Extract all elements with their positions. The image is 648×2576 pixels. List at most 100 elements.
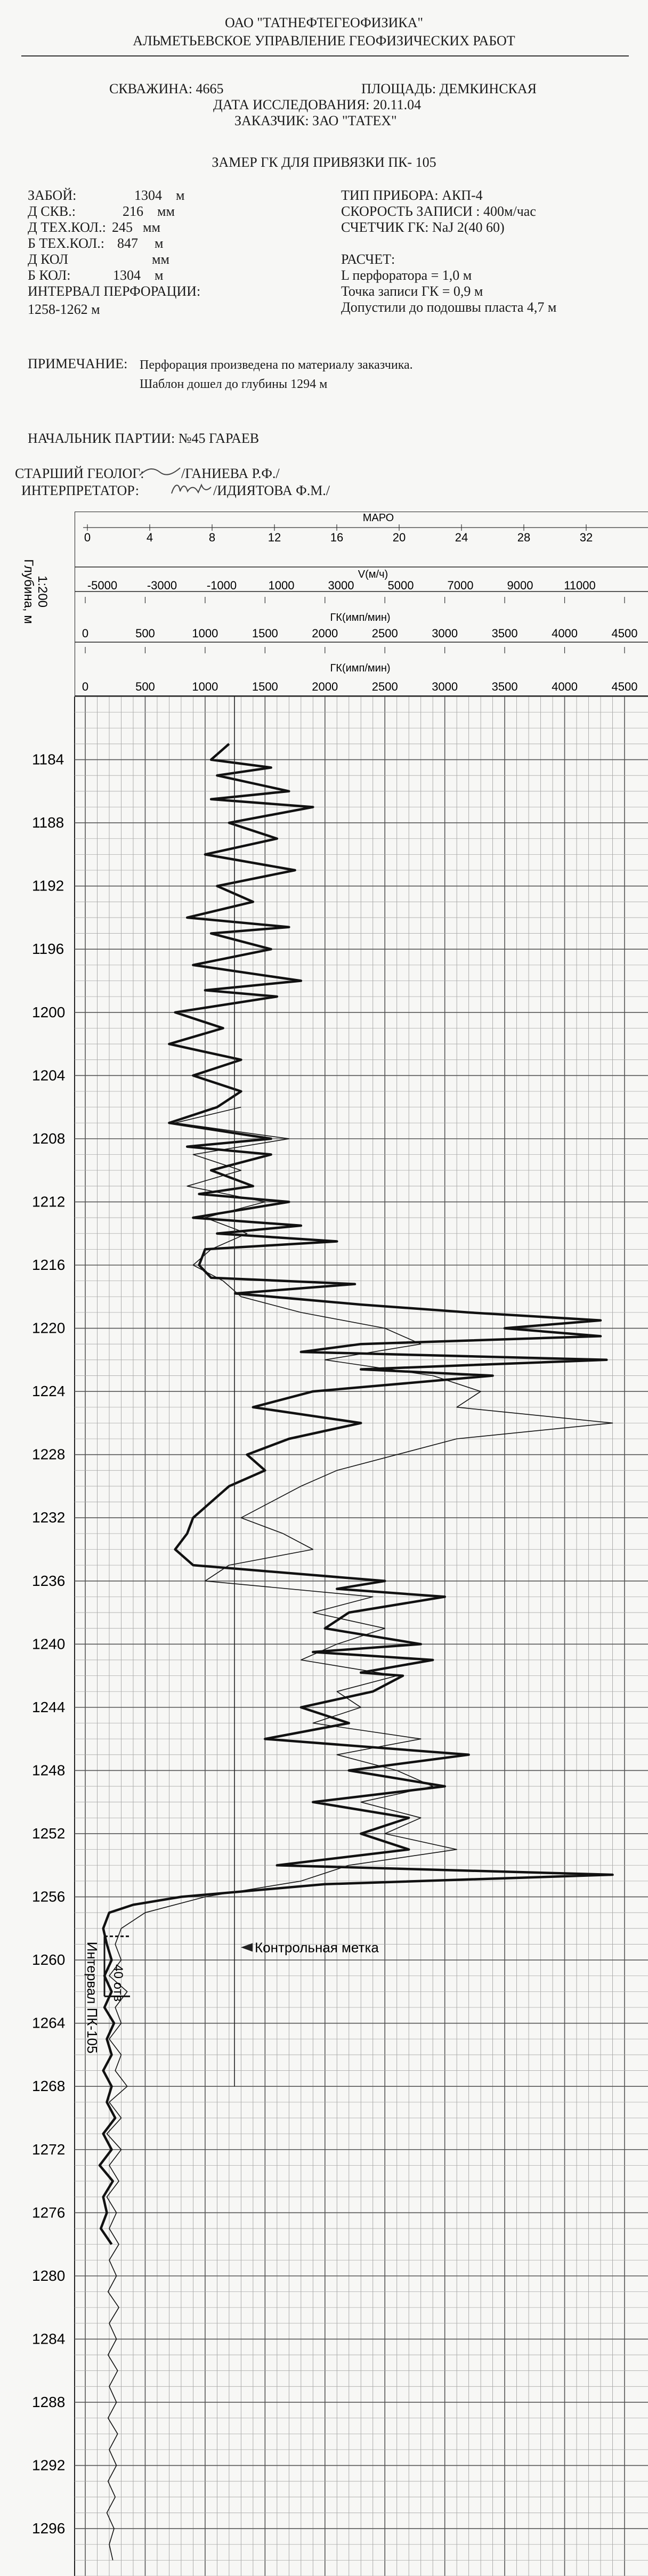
speed-tick: 1000 [269,579,295,592]
speed-tick: 7000 [448,579,474,592]
depth-tick-label: 1292 [32,2457,65,2474]
depth-tick-label: 1264 [32,2015,65,2031]
depth-tick-label: 1280 [32,2267,65,2284]
param-unit: мм [157,204,175,219]
param-value: 1304 [134,188,162,203]
depth-tick-label: 1196 [32,941,64,957]
depth-tick-label: 1212 [32,1193,65,1210]
depth-tick-label: 1252 [32,1825,65,1842]
param-label: ЗАБОЙ: [28,188,77,203]
depth-tick-label: 1188 [32,814,64,831]
depth-tick-label: 1268 [32,2078,65,2094]
maro-tick: 0 [84,531,91,544]
gk2-tick: 1000 [192,680,218,693]
param-label: Б ТЕХ.КОЛ.: [28,236,105,251]
depth-tick-label: 1216 [32,1257,65,1273]
geologist-label: СТАРШИЙ ГЕОЛОГ: [15,466,144,481]
depth-tick-label: 1244 [32,1699,65,1715]
param-label: Д КОЛ [28,252,69,267]
param-value: 847 [117,236,138,251]
log-header: ОАО "ТАТНЕФТЕГЕОФИЗИКА" АЛЬМЕТЬЕВСКОЕ УП… [0,0,648,512]
depth-tick-label: 1288 [32,2394,65,2410]
interpreter-signature [169,480,212,498]
department-name: АЛЬМЕТЬЕВСКОЕ УПРАВЛЕНИЕ ГЕОФИЗИЧЕСКИХ Р… [133,33,515,48]
well-number: СКВАЖИНА: 4665 [109,81,224,96]
gk2-label: ГК(имп/мин) [330,662,390,674]
gk-tick: 0 [82,627,88,640]
speed-tick: -5000 [87,579,117,592]
gk2-tick: 1500 [252,680,278,693]
speed-tick: -3000 [147,579,177,592]
gk-counter: СЧЕТЧИК ГК: NaJ 2(40 60) [341,220,505,235]
depth-scale: 1:200 [35,576,50,607]
gk2-tick: 0 [82,680,88,693]
interpreter-name: /ИДИЯТОВА Ф.М./ [213,483,330,498]
param-value: 1304 [113,268,141,283]
depth-tick-label: 1284 [32,2330,65,2347]
gk-tick: 1500 [252,627,278,640]
scale-headers: 0 4 8 12 16 20 24 28 32 -5000 -3000 -1000 1000 3000 50… [75,512,648,696]
maro-tick: 16 [330,531,343,544]
depth-tick-label: 1232 [32,1509,65,1526]
depth-tick-label: 1208 [32,1130,65,1147]
gk-tick: 1000 [192,627,218,640]
maro-tick: 20 [393,531,406,544]
speed-tick: -1000 [207,579,237,592]
gk-tick: 2000 [312,627,338,640]
param-label: Д ТЕХ.КОЛ.: [28,220,106,235]
speed-tick: 9000 [507,579,533,592]
maro-tick: 8 [209,531,215,544]
depth-tick-label: 1256 [32,1889,65,1905]
gk2-tick: 2000 [312,680,338,693]
param-label: Б КОЛ: [28,268,71,283]
note-label: ПРИМЕЧАНИЕ: [28,356,128,371]
tool-type: ТИП ПРИБОРА: АКП-4 [341,188,483,203]
depth-tick-label: 1200 [32,1004,65,1020]
gk-curve-main [98,743,614,2245]
log-title: ЗАМЕР ГК ДЛЯ ПРИВЯЗКИ ПК- 105 [212,155,436,170]
gk2-tick: 4000 [552,680,578,693]
depth-tick-label: 1220 [32,1320,65,1336]
gk-tick: 4500 [612,627,638,640]
gk2-tick: 2500 [372,680,398,693]
param-value: 245 [112,220,133,235]
depth-tick-label: 1240 [32,1635,65,1652]
depth-tick-label: 1228 [32,1446,65,1463]
depth-tick-label: 1224 [32,1383,65,1399]
maro-tick: 28 [517,531,530,544]
shots-label: 40 отв [111,1964,125,2002]
maro-tick: 24 [455,531,468,544]
perforation-interval-label: Интервал ПК-105 [84,1942,100,2054]
maro-tick: 32 [580,531,593,544]
note-text: Перфорация произведена по материалу зака… [140,358,413,372]
gk-tick: 4000 [552,627,578,640]
param-unit: м [155,236,164,251]
gk-tick: 3000 [432,627,458,640]
perforator-length: L перфоратора = 1,0 м [341,268,472,283]
depth-tick-label: 1204 [32,1067,65,1083]
param-unit: м [155,268,164,283]
gk2-tick: 500 [135,680,155,693]
allowed-depth: Допустили до подошвы пласта 4,7 м [341,299,557,315]
gk2-tick: 4500 [612,680,638,693]
param-value: 216 [123,204,143,219]
org-name: ОАО "ТАТНЕФТЕГЕОФИЗИКА" [225,15,423,30]
depth-label: Глубина, м [21,559,36,624]
param-unit: мм [143,220,160,235]
param-unit: мм [152,252,169,267]
gk-tick: 3500 [492,627,518,640]
depth-tick-label: 1296 [32,2520,65,2537]
depth-tick-label: 1236 [32,1573,65,1589]
geologist-signature [139,466,181,479]
gk-record-point: Точка записи ГК = 0,9 м [341,283,483,299]
gk2-tick: 3000 [432,680,458,693]
recording-speed: СКОРОСТЬ ЗАПИСИ : 400м/час [341,204,536,219]
note-text: Шаблон дошел до глубины 1294 м [140,377,328,391]
depth-tick-label: 1260 [32,1951,65,1968]
party-chief: НАЧАЛЬНИК ПАРТИИ: №45 ГАРАЕВ [28,431,260,446]
control-mark-arrow [241,1943,253,1952]
geologist-name: /ГАНИЕВА Р.Ф./ [181,466,280,481]
maro-tick: 12 [268,531,281,544]
param-label: Д СКВ.: [28,204,76,219]
